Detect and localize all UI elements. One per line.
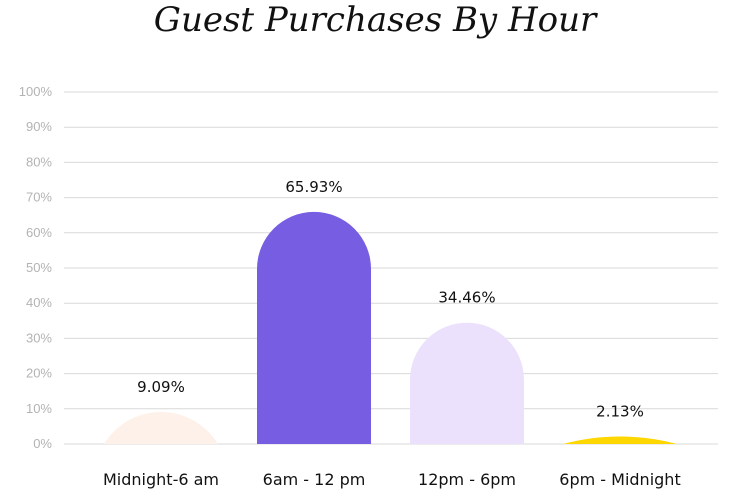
value-label: 9.09% [137,378,185,396]
y-tick-label: 70% [26,190,52,205]
value-label: 34.46% [438,289,495,307]
value-label: 65.93% [285,178,342,196]
gridlines [64,91,718,445]
y-tick-label: 100% [19,84,53,99]
x-tick-label: Midnight-6 am [103,470,219,489]
y-tick-label: 40% [26,295,52,310]
y-tick-label: 90% [26,119,52,134]
y-tick-label: 80% [26,154,52,169]
y-tick-label: 60% [26,225,52,240]
y-tick-label: 50% [26,260,52,275]
y-tick-label: 0% [33,436,52,451]
y-axis-ticks: 0% 10% 20% 30% 40% 50% 60% 70% 80% 90% 100% [19,84,53,451]
x-tick-label: 6am - 12 pm [263,470,366,489]
y-tick-label: 20% [26,366,52,381]
bar [104,412,218,444]
x-axis-labels: Midnight-6 am 6am - 12 pm 12pm - 6pm 6pm - … [103,470,681,489]
bar [257,211,371,444]
bar [563,436,677,444]
x-tick-label: 6pm - Midnight [559,470,680,489]
x-tick-label: 12pm - 6pm [418,470,516,489]
value-labels: 9.09% 65.93% 34.46% 2.13% [137,178,644,421]
chart-title: Guest Purchases By Hour [154,0,598,40]
y-tick-label: 30% [26,330,52,345]
y-tick-label: 10% [26,401,52,416]
value-label: 2.13% [596,403,644,421]
bars [104,211,677,444]
bar [410,322,524,444]
